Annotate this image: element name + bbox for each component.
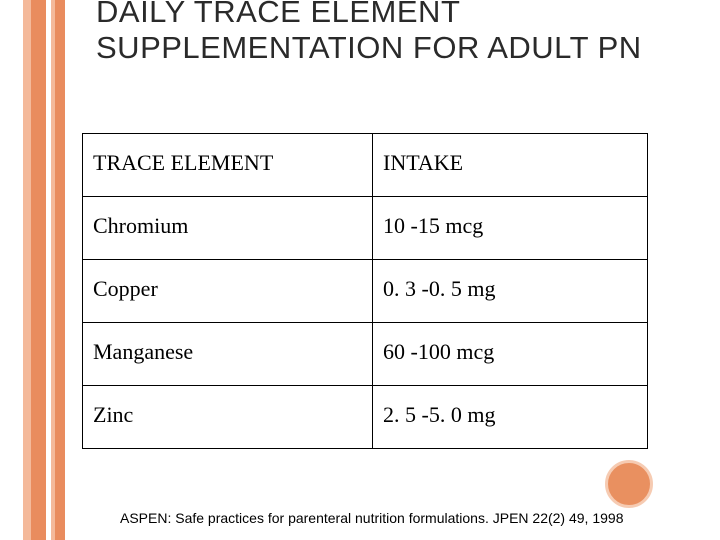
cell-element: Zinc <box>83 386 373 449</box>
cell-intake: 2. 5 -5. 0 mg <box>373 386 648 449</box>
table-row: Chromium 10 -15 mcg <box>83 197 648 260</box>
trace-element-table: TRACE ELEMENT INTAKE Chromium 10 -15 mcg… <box>82 133 648 449</box>
cell-element: Copper <box>83 260 373 323</box>
col-header-element: TRACE ELEMENT <box>83 134 373 197</box>
cell-intake: 60 -100 mcg <box>373 323 648 386</box>
cell-intake: 0. 3 -0. 5 mg <box>373 260 648 323</box>
slide-title: DAILY TRACE ELEMENT SUPPLEMENTATION FOR … <box>96 0 656 65</box>
col-header-intake: INTAKE <box>373 134 648 197</box>
cell-element: Manganese <box>83 323 373 386</box>
cell-element: Chromium <box>83 197 373 260</box>
table-row: Manganese 60 -100 mcg <box>83 323 648 386</box>
table-row: Zinc 2. 5 -5. 0 mg <box>83 386 648 449</box>
cell-intake: 10 -15 mcg <box>373 197 648 260</box>
stripe <box>55 0 65 540</box>
table-row: Copper 0. 3 -0. 5 mg <box>83 260 648 323</box>
table-header-row: TRACE ELEMENT INTAKE <box>83 134 648 197</box>
stripe <box>31 0 46 540</box>
citation-text: ASPEN: Safe practices for parenteral nut… <box>120 510 623 526</box>
accent-circle <box>605 460 653 508</box>
stripe <box>23 0 31 540</box>
